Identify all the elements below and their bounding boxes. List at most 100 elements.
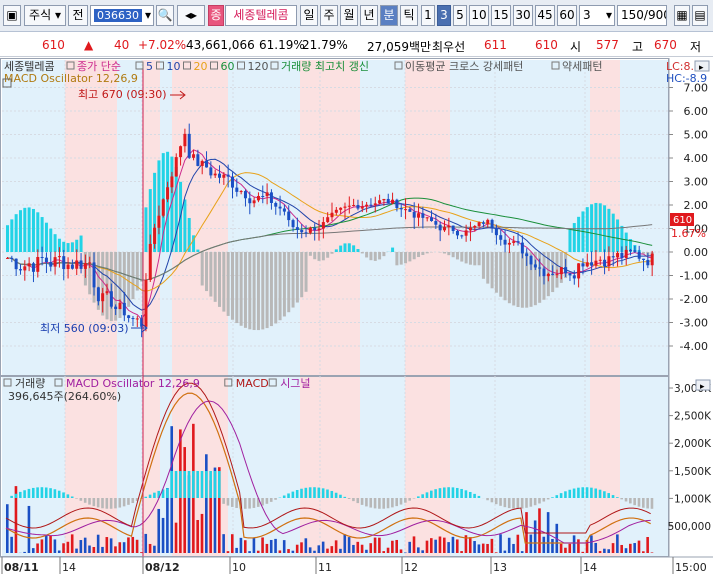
count-input[interactable]: 150/900: [617, 5, 667, 26]
candle-body-128: [560, 267, 563, 274]
volume-bar-8: [41, 539, 44, 553]
period-minute[interactable]: 분: [380, 5, 398, 26]
vol-osc-bar-55: [244, 498, 247, 509]
candle-body-57: [253, 200, 256, 203]
volume-bar-103: [452, 537, 455, 553]
grid-icon[interactable]: ▤: [692, 5, 708, 26]
volume-bar-113: [495, 552, 498, 553]
candle-body-145: [633, 250, 636, 251]
vol-osc-bar-28: [127, 498, 130, 505]
vol-osc-bar-148: [646, 498, 649, 508]
vol-osc-bar-10: [49, 488, 52, 498]
layout-icon[interactable]: ▣: [3, 5, 21, 26]
settings-icon[interactable]: ▦: [674, 5, 690, 26]
volume-bar-77: [339, 549, 342, 553]
vol-osc-bar-29: [131, 498, 134, 503]
vol-osc-bar-99: [434, 489, 437, 498]
volume-bar-110: [482, 544, 485, 553]
osc-bar-46: [205, 252, 208, 291]
osc-bar-78: [343, 243, 346, 252]
osc-bar-102: [447, 252, 450, 255]
prev-next-icon[interactable]: ◂▸: [177, 5, 205, 26]
vol-osc-bar-107: [469, 492, 472, 498]
candle-body-144: [629, 250, 632, 251]
vol-osc-bar-69: [305, 488, 308, 498]
volume-bar-21: [97, 535, 100, 553]
vol-osc-bar-38: [170, 471, 173, 498]
period-year[interactable]: 년: [360, 5, 378, 26]
volume-bar-114: [499, 534, 502, 553]
period-day[interactable]: 일: [300, 5, 318, 26]
x-label-1: 14: [62, 561, 76, 574]
y-tick-5: 2.00: [684, 199, 709, 212]
candle-body-136: [594, 261, 597, 266]
candle-body-37: [166, 187, 169, 199]
x-label-2: 08/12: [145, 561, 180, 574]
vol-osc-bar-44: [196, 471, 199, 498]
period-week[interactable]: 주: [320, 5, 338, 26]
candle-body-125: [547, 274, 550, 276]
osc-bar-134: [586, 207, 589, 252]
candle-body-8: [41, 257, 44, 258]
volume-expand-icon-glyph: ▸: [700, 382, 705, 392]
pct-tag: 1.67%: [671, 227, 706, 240]
interval-15[interactable]: 15: [491, 5, 511, 26]
candle-body-107: [469, 228, 472, 231]
mode-select[interactable]: 전: [68, 5, 88, 26]
search-icon[interactable]: 🔍: [156, 5, 174, 26]
osc-bar-112: [491, 252, 494, 288]
volume-bar-57: [253, 538, 256, 553]
osc-bar-139: [607, 209, 610, 252]
vol-osc-bar-125: [547, 498, 550, 499]
osc-bar-95: [417, 252, 420, 257]
market-select[interactable]: 주식 ▾: [24, 5, 66, 26]
change-arrow-icon: ▲: [84, 38, 93, 52]
vol-osc-bar-128: [560, 493, 563, 498]
osc-bar-108: [473, 252, 476, 265]
osc-bar-97: [426, 252, 429, 253]
osc-bar-69: [305, 252, 308, 292]
interval-10[interactable]: 10: [469, 5, 489, 26]
osc-bar-10: [49, 229, 52, 252]
interval-5[interactable]: 5: [453, 5, 467, 26]
vol-osc-bar-8: [41, 487, 44, 498]
interval-60[interactable]: 60: [557, 5, 577, 26]
stock-code-input[interactable]: 036630▾: [90, 5, 154, 26]
candle-body-29: [131, 318, 134, 319]
interval-30[interactable]: 30: [513, 5, 533, 26]
interval-select[interactable]: 3▾: [579, 5, 615, 26]
candle-body-79: [348, 206, 351, 207]
candle-body-11: [54, 257, 57, 266]
vol-tick-3: 1,500K: [674, 466, 712, 478]
period-tick[interactable]: 틱: [400, 5, 418, 26]
candle-body-68: [300, 230, 303, 232]
candle-body-16: [75, 260, 78, 268]
volume-bar-29: [131, 537, 134, 553]
candle-body-105: [460, 235, 463, 236]
osc-bar-115: [504, 252, 507, 300]
osc-bar-66: [292, 252, 295, 308]
osc-bar-106: [465, 252, 468, 263]
interval-3[interactable]: 3: [437, 5, 451, 26]
candle-body-95: [417, 213, 420, 217]
volume-bar-78: [343, 534, 346, 553]
vol-osc-bar-15: [71, 496, 74, 498]
vol-osc-bar-6: [32, 488, 35, 498]
interval-1[interactable]: 1: [421, 5, 435, 26]
candle-body-42: [188, 134, 191, 158]
candle-body-33: [149, 244, 152, 280]
volume-bar-16: [75, 549, 78, 553]
osc-bar-74: [326, 252, 329, 258]
period-month[interactable]: 월: [340, 5, 358, 26]
vol-osc-bar-64: [283, 495, 286, 498]
high-annotation: 최고 670 (09:30): [78, 88, 167, 101]
candle-body-137: [599, 260, 602, 261]
osc-bar-119: [521, 252, 524, 308]
vol-osc-bar-119: [521, 498, 524, 508]
volume-bar-28: [127, 537, 130, 553]
interval-45[interactable]: 45: [535, 5, 555, 26]
volume-bar-132: [577, 539, 580, 553]
candle-body-115: [504, 240, 507, 245]
